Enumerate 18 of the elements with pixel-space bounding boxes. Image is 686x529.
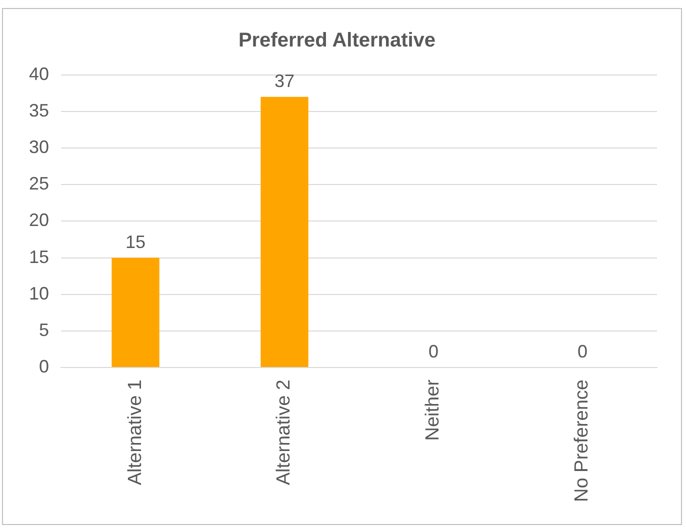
- y-tick-label: 5: [39, 320, 50, 340]
- y-tick-label: 35: [28, 100, 50, 121]
- x-tick-label: Neither: [422, 378, 444, 441]
- y-tick-label: 40: [28, 64, 50, 84]
- data-label: 0: [428, 341, 439, 362]
- y-tick-label: 0: [39, 356, 50, 376]
- y-tick-label: 30: [28, 137, 50, 158]
- data-label: 37: [274, 70, 295, 91]
- y-tick-label: 15: [28, 246, 50, 267]
- x-tick-label: Alternative 2: [274, 379, 295, 486]
- x-tick-label: Alternative 1: [124, 379, 146, 486]
- y-tick-label: 20: [28, 210, 50, 230]
- data-label: 15: [126, 232, 146, 252]
- y-tick-label: 25: [28, 174, 50, 194]
- x-tick-label: No Preference: [572, 379, 593, 502]
- chart-title: Preferred Alternative: [238, 30, 436, 52]
- y-tick-label: 10: [28, 283, 50, 304]
- data-label: 0: [577, 341, 588, 362]
